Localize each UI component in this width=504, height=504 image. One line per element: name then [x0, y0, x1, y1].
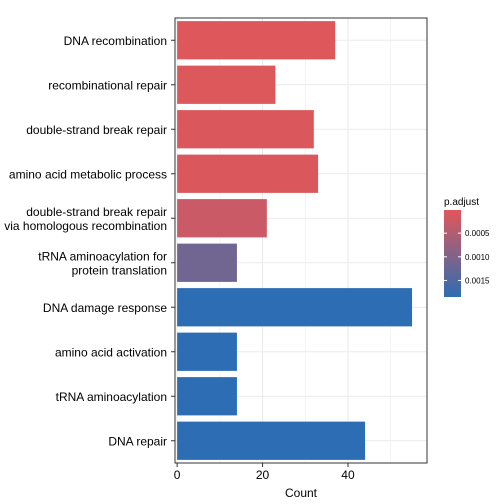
bars-layer	[177, 21, 413, 460]
bar	[177, 21, 336, 60]
y-tick-label: tRNA aminoacylation	[56, 390, 167, 404]
legend-colorbar	[444, 210, 461, 297]
y-axis-tick-labels: DNA recombination recombinational repair d…	[4, 34, 175, 448]
legend-title: p.adjust	[444, 197, 479, 208]
panel-border	[174, 17, 428, 464]
y-tick-label: double-strand break repair via homologous…	[4, 205, 167, 233]
y-tick-label: DNA recombination	[64, 34, 167, 48]
y-tick-label: DNA repair	[108, 434, 167, 448]
y-tick-label: recombinational repair	[48, 78, 167, 92]
legend-ticks: 0.0005 0.0010 0.0015	[444, 229, 490, 285]
x-axis-title: Count	[285, 486, 318, 500]
y-tick-label: amino acid activation	[55, 345, 167, 359]
legend-tick-label: 0.0005	[465, 229, 490, 238]
x-tick-label: 40	[341, 468, 355, 482]
x-axis-tick-labels: 0 20 40	[174, 463, 355, 482]
x-tick-label: 0	[174, 468, 181, 482]
bar	[177, 154, 319, 193]
legend-tick-label: 0.0010	[465, 253, 490, 262]
bar	[177, 110, 314, 149]
bar	[177, 288, 413, 327]
y-tick-label: tRNA aminoacylation for protein translati…	[38, 249, 167, 277]
y-tick-label: DNA damage response	[43, 301, 167, 315]
bar	[177, 332, 237, 371]
legend: p.adjust 0.0005 0.0010 0.0015	[444, 197, 490, 297]
y-tick-label: amino acid metabolic process	[9, 167, 167, 181]
x-tick-label: 20	[256, 468, 270, 482]
bar	[177, 65, 276, 104]
bar	[177, 377, 237, 416]
bar	[177, 421, 366, 460]
legend-tick-label: 0.0015	[465, 276, 490, 285]
y-tick-label: double-strand break repair	[26, 123, 167, 137]
bar	[177, 199, 267, 238]
bar	[177, 243, 237, 282]
